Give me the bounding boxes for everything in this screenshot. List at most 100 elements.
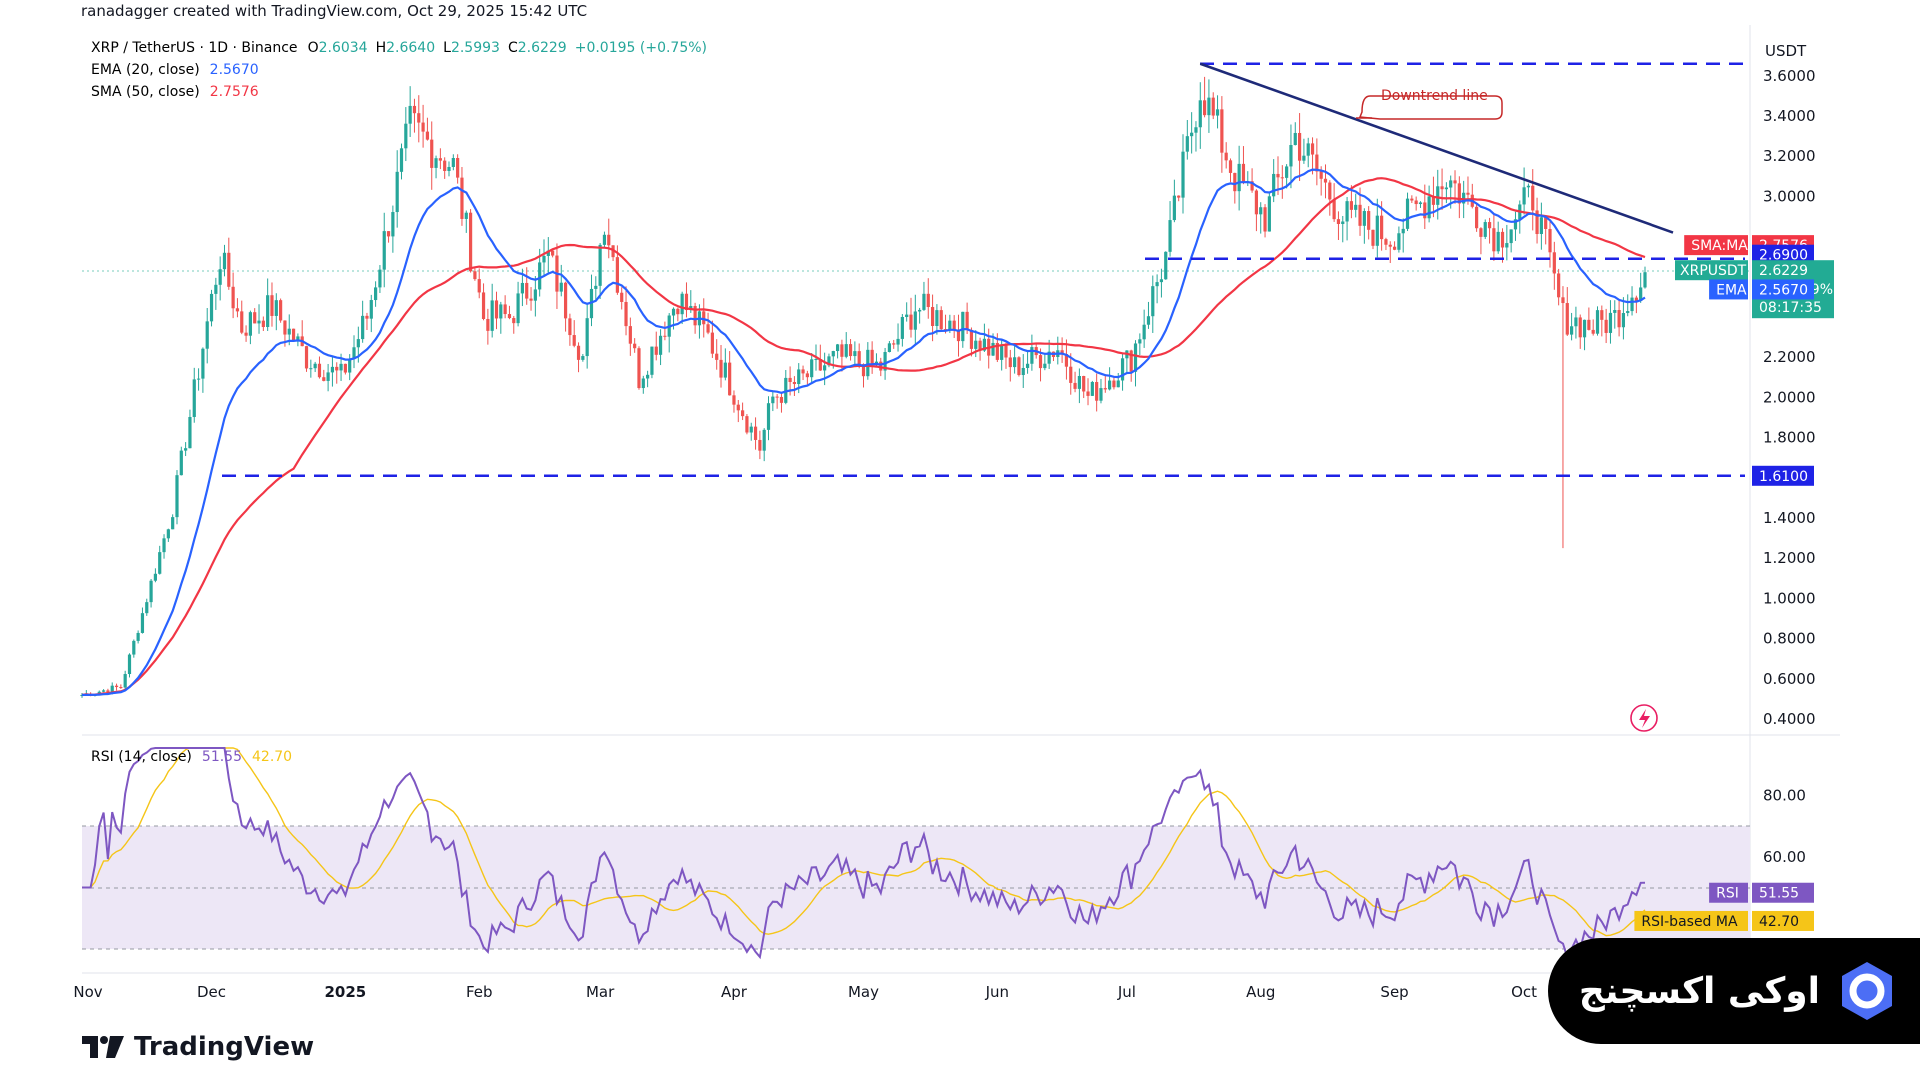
candle-body bbox=[1241, 163, 1246, 183]
candle-body bbox=[1211, 97, 1215, 116]
rsi-legend: RSI (14, close) bbox=[91, 749, 192, 765]
candle-body bbox=[1095, 382, 1099, 401]
chart-credit: ranadagger created with TradingView.com,… bbox=[81, 2, 588, 20]
rsi-badge-value-bg bbox=[1752, 882, 1814, 903]
candle-body bbox=[317, 363, 322, 378]
candle-body bbox=[538, 262, 542, 290]
candle-body bbox=[244, 332, 248, 336]
candle-body bbox=[192, 379, 196, 417]
rsi-tick: 80.00 bbox=[1763, 786, 1806, 804]
currency-label: USDT bbox=[1765, 42, 1807, 60]
candle-body bbox=[883, 351, 887, 371]
candle-body bbox=[1306, 143, 1310, 156]
candle-body bbox=[1444, 187, 1448, 190]
price-tick: 2.0000 bbox=[1763, 388, 1816, 406]
candle-body bbox=[1263, 207, 1267, 232]
candle-body bbox=[1112, 380, 1116, 388]
candle-body bbox=[1328, 182, 1332, 200]
candle-body bbox=[935, 310, 939, 327]
candle-body bbox=[516, 293, 520, 324]
sma-badge-label: SMA:MA bbox=[1691, 238, 1748, 254]
rsi-badge-label-bg bbox=[1709, 882, 1748, 903]
candle-body bbox=[1574, 317, 1578, 327]
price-tick: 3.0000 bbox=[1763, 187, 1816, 205]
candle-body bbox=[486, 318, 490, 331]
candle-body bbox=[1621, 313, 1626, 328]
candle-body bbox=[1004, 344, 1008, 358]
rsi-ma-badge: RSI-based MA 42.70 bbox=[1634, 910, 1814, 931]
sma-legend: SMA (50, close) bbox=[91, 84, 200, 100]
lightning-icon[interactable] bbox=[1630, 704, 1658, 732]
candle-body bbox=[887, 343, 892, 352]
candle-body bbox=[568, 318, 572, 336]
candle-body bbox=[758, 439, 762, 451]
candle-body bbox=[1194, 127, 1198, 133]
candle-body bbox=[114, 685, 119, 688]
candle-body bbox=[1367, 211, 1371, 230]
candle-body bbox=[231, 286, 235, 309]
candle-body bbox=[253, 312, 257, 324]
time-axis: Nov Dec 2025 Feb Mar Apr May Jun Jul Aug Sep Oct bbox=[73, 983, 1537, 1001]
candle-body bbox=[1108, 380, 1112, 390]
candle-body bbox=[658, 335, 663, 355]
candle-body bbox=[995, 342, 999, 360]
price-tick: 3.6000 bbox=[1763, 67, 1816, 85]
candle-body bbox=[1522, 187, 1526, 205]
candle-body bbox=[132, 640, 136, 655]
candle-body bbox=[1582, 319, 1587, 338]
candle-body bbox=[654, 346, 658, 355]
time-tick: Dec bbox=[197, 983, 226, 1001]
ema-badge-value-bg bbox=[1752, 279, 1814, 300]
downtrend-annotation[interactable]: Downtrend line bbox=[1356, 88, 1503, 120]
candle-body bbox=[939, 310, 943, 330]
candle-body bbox=[1289, 145, 1293, 167]
candle-body bbox=[1565, 303, 1569, 335]
candle-body bbox=[481, 292, 486, 319]
candle-body bbox=[196, 378, 201, 380]
candle-body bbox=[1617, 310, 1621, 328]
candle-body bbox=[261, 320, 265, 328]
candle-body bbox=[732, 395, 736, 405]
candle-body bbox=[1405, 198, 1410, 229]
candle-body bbox=[171, 517, 175, 530]
candle-body bbox=[900, 316, 904, 339]
legend: XRP / TetherUS · 1D · Binance O2.6034 H2.6… bbox=[91, 40, 707, 765]
candle-body bbox=[801, 369, 805, 374]
time-tick: Sep bbox=[1380, 983, 1408, 1001]
price-tick: 3.4000 bbox=[1763, 107, 1816, 125]
candle-body bbox=[1008, 357, 1012, 368]
price-badge-countdown: 08:17:35 bbox=[1759, 300, 1822, 316]
price-badge-value: 2.6229 bbox=[1759, 263, 1808, 279]
level-1610-badge-value-bg bbox=[1752, 465, 1814, 486]
candle-body bbox=[456, 158, 460, 178]
candle-body bbox=[1375, 215, 1379, 246]
candle-body bbox=[1496, 231, 1500, 252]
candle-body bbox=[339, 363, 343, 371]
candle-body bbox=[905, 314, 909, 317]
candle-body bbox=[1038, 355, 1043, 369]
candle-body bbox=[391, 212, 395, 237]
candle-body bbox=[356, 339, 360, 348]
candle-body bbox=[451, 158, 455, 167]
candle-body bbox=[205, 321, 209, 349]
candle-body bbox=[1043, 363, 1047, 369]
candle-body bbox=[412, 105, 417, 114]
tradingview-brand[interactable]: TradingView bbox=[82, 1032, 314, 1062]
candle-body bbox=[974, 340, 978, 349]
candle-body bbox=[1466, 192, 1470, 195]
watermark-text: اوکی اکسچنج bbox=[1578, 970, 1820, 1012]
candle-body bbox=[153, 573, 158, 581]
candle-body bbox=[1310, 143, 1315, 155]
candle-body bbox=[1224, 152, 1228, 161]
candle-body bbox=[322, 377, 326, 381]
tradingview-logo-icon bbox=[82, 1036, 124, 1058]
candle-body bbox=[559, 282, 563, 292]
candle-body bbox=[227, 252, 231, 287]
time-tick: Apr bbox=[721, 983, 748, 1001]
candle-body bbox=[823, 365, 827, 371]
candle-body bbox=[447, 166, 451, 171]
candle-body bbox=[1332, 199, 1336, 220]
candle-body bbox=[602, 234, 607, 245]
candle-body bbox=[982, 338, 986, 351]
